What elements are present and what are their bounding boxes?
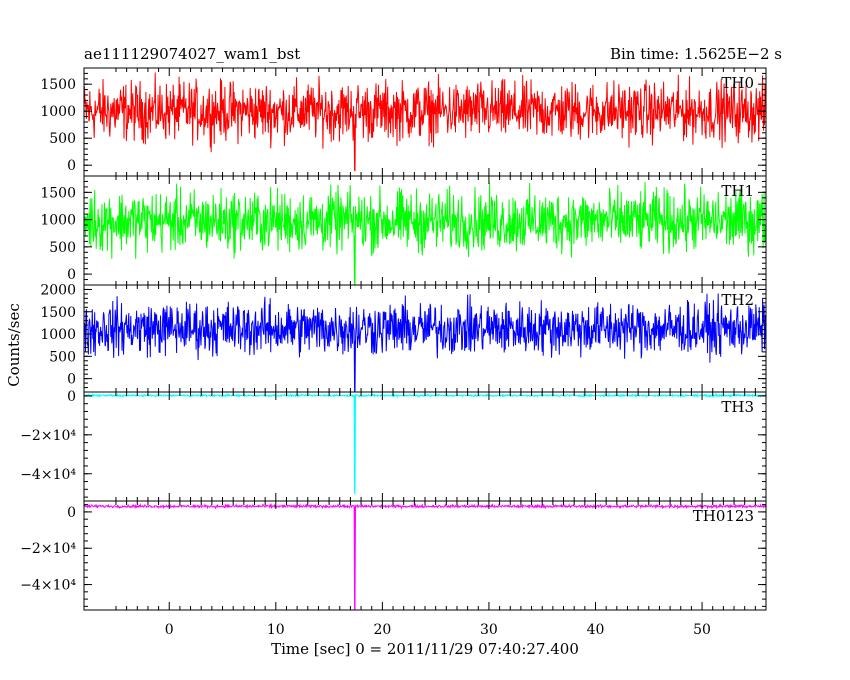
y-tick-label: 1500	[40, 305, 76, 321]
series-th3	[84, 392, 766, 494]
x-axis-label: Time [sec] 0 = 2011/11/29 07:40:27.400	[271, 640, 579, 658]
x-tick-label: 30	[480, 622, 498, 638]
x-tick-label: 0	[165, 622, 174, 638]
y-tick-label: −4×10⁴	[20, 578, 76, 594]
y-tick-label: 1500	[40, 77, 76, 93]
y-tick-label: 1500	[40, 185, 76, 201]
panel-th0123: 0 −2×10⁴ −4×10⁴ TH0123	[20, 500, 767, 611]
x-tick-label: 20	[373, 622, 391, 638]
chart-title-left: ae111129074027_wam1_bst	[84, 45, 301, 63]
x-tick-label: 50	[693, 622, 711, 638]
x-tick-label: 40	[587, 622, 605, 638]
panel-label: TH0	[721, 74, 754, 92]
panel-label: TH0123	[693, 507, 754, 525]
panel-th2: 0 500 1000 1500 2000 TH2	[40, 282, 767, 393]
series-th0123	[84, 502, 766, 610]
y-tick-label: 1000	[40, 104, 76, 120]
panel-label: TH1	[721, 182, 754, 200]
x-tick-label: 10	[267, 622, 285, 638]
series-th0	[84, 72, 766, 172]
y-tick-label: 0	[67, 505, 76, 521]
chart-title-right: Bin time: 1.5625E−2 s	[609, 45, 782, 63]
y-tick-label: −4×10⁴	[20, 467, 76, 483]
series-th2	[84, 293, 766, 392]
y-tick-label: 0	[67, 372, 76, 388]
y-tick-label: 2000	[40, 282, 76, 298]
y-tick-label: 0	[67, 267, 76, 283]
y-tick-label: −2×10⁴	[20, 541, 76, 557]
panel-label: TH2	[721, 291, 754, 309]
y-tick-label: 500	[49, 131, 76, 147]
y-tick-label: 500	[49, 240, 76, 256]
panel-frame	[83, 500, 767, 611]
y-tick-label: 0	[67, 158, 76, 174]
y-tick-label: 500	[49, 349, 76, 365]
y-tick-label: 1000	[40, 213, 76, 229]
y-axis-label: Counts/sec	[5, 303, 23, 387]
y-tick-label: 1000	[40, 327, 76, 343]
panel-th3: 0 −2×10⁴ −4×10⁴ TH3	[20, 389, 767, 502]
panel-th0: 0 500 1000 1500 TH0	[40, 67, 767, 177]
panel-th1: 0 500 1000 1500 TH1	[40, 175, 767, 286]
panel-frame	[83, 391, 767, 502]
y-tick-label: −2×10⁴	[20, 428, 76, 444]
panel-label: TH3	[721, 398, 754, 416]
y-tick-label: 0	[67, 389, 76, 405]
series-th1	[84, 181, 766, 285]
